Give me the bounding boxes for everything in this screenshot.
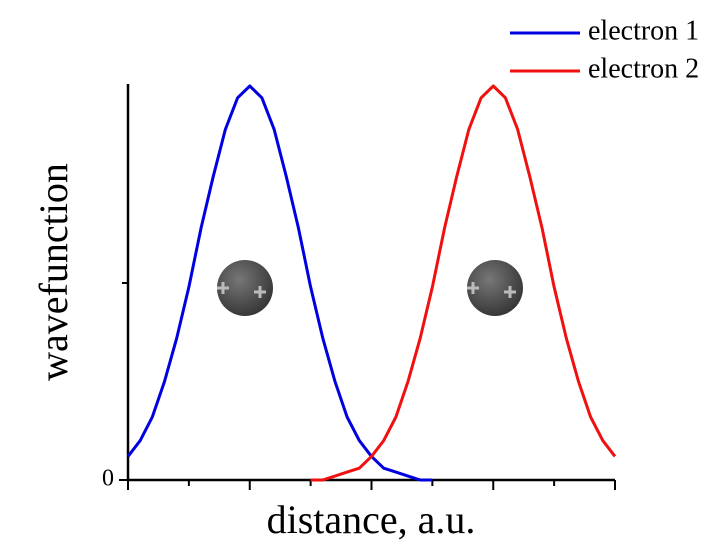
y-tick-label: 0 bbox=[102, 466, 114, 492]
legend-label: electron 1 bbox=[588, 15, 699, 46]
y-axis-label: wavefunction bbox=[31, 163, 76, 381]
legend-label: electron 2 bbox=[588, 53, 699, 84]
series-line bbox=[310, 84, 617, 482]
series-line bbox=[126, 84, 433, 482]
particle bbox=[217, 260, 273, 316]
particle bbox=[467, 260, 523, 316]
x-axis-label: distance, a.u. bbox=[267, 497, 476, 542]
